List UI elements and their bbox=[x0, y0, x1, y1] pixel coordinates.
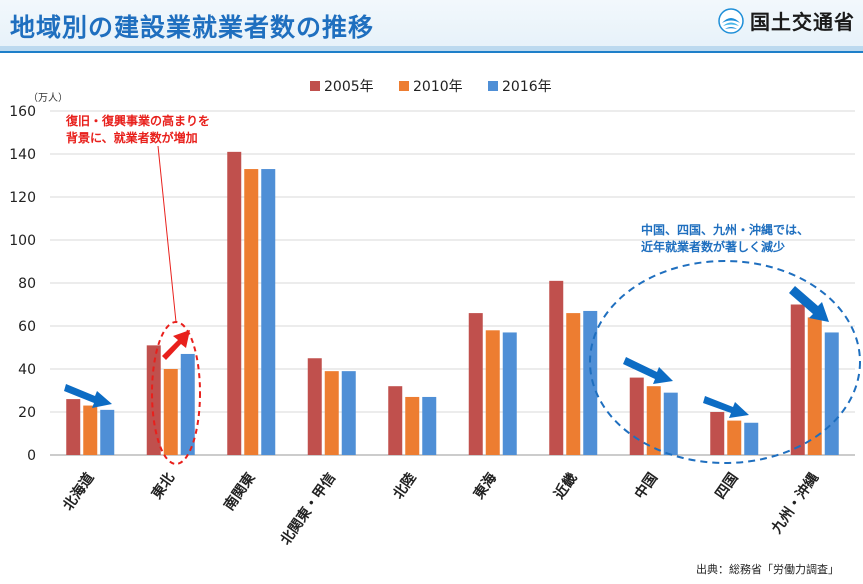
y-tick-label: 140 bbox=[9, 147, 36, 163]
bar bbox=[790, 304, 805, 455]
tohoku-annotation-line1: 復旧・復興事業の高まりを bbox=[65, 113, 210, 128]
bar bbox=[629, 377, 644, 455]
title-rule bbox=[0, 46, 863, 51]
x-tick-label: 九州・沖縄 bbox=[767, 470, 822, 538]
y-tick-label: 40 bbox=[18, 362, 36, 378]
x-tick-label: 東海 bbox=[470, 470, 500, 503]
legend-swatch bbox=[399, 81, 409, 91]
x-tick-label: 北関東・甲信 bbox=[277, 470, 339, 549]
legend-label: 2016年 bbox=[502, 79, 552, 95]
bar bbox=[388, 386, 403, 455]
bar bbox=[146, 345, 161, 455]
bar-chart-svg: 0 20 40 60 80 100 120 140 160 北海道 東北 南関東 北関東・甲信 北陸 東海 近… bbox=[9, 79, 861, 549]
bar bbox=[100, 409, 115, 455]
y-tick-label: 60 bbox=[18, 319, 36, 335]
bar bbox=[549, 280, 564, 455]
bar bbox=[422, 396, 437, 455]
ministry-logo: 国土交通省 bbox=[718, 6, 855, 35]
title-bar bbox=[0, 0, 863, 52]
x-tick-label: 北海道 bbox=[60, 470, 98, 514]
bar bbox=[180, 353, 195, 455]
bar bbox=[502, 332, 517, 455]
bar bbox=[66, 399, 81, 455]
legend-label: 2010年 bbox=[413, 79, 463, 95]
legend: 2005年 2010年 2016年 bbox=[310, 79, 552, 95]
x-tick-label: 北陸 bbox=[390, 470, 420, 503]
bar-layer bbox=[66, 151, 839, 456]
x-tick-label: 近畿 bbox=[551, 470, 581, 503]
kyushu-down-arrow-icon bbox=[789, 286, 829, 322]
bar bbox=[307, 358, 322, 455]
shikoku-down-arrow-icon bbox=[703, 396, 749, 418]
bar bbox=[824, 332, 839, 455]
bar bbox=[405, 396, 420, 455]
y-tick-label: 100 bbox=[9, 233, 36, 249]
x-tick-label: 南関東 bbox=[221, 470, 259, 514]
tohoku-annotation-line2: 背景に、就業者数が増加 bbox=[66, 130, 198, 145]
title-underline bbox=[0, 51, 863, 53]
y-tick-label: 80 bbox=[18, 276, 36, 292]
legend-label: 2005年 bbox=[324, 79, 374, 95]
source-note: 出典：総務省「労働力調査」 bbox=[696, 563, 839, 576]
legend-swatch bbox=[310, 81, 320, 91]
y-unit-label: （万人） bbox=[28, 92, 68, 104]
tohoku-up-arrow-icon bbox=[162, 330, 190, 360]
x-tick-label: 東北 bbox=[148, 470, 178, 503]
bar bbox=[324, 371, 339, 455]
page-title: 地域別の建設業就業者数の推移 bbox=[10, 13, 375, 42]
bar bbox=[83, 405, 98, 455]
x-tick-label: 四国 bbox=[712, 470, 741, 502]
bar bbox=[566, 313, 581, 455]
bar bbox=[485, 330, 500, 455]
bar bbox=[468, 313, 483, 455]
hokkaido-down-arrow-icon bbox=[64, 384, 112, 408]
tohoku-pointer-line bbox=[157, 145, 177, 323]
y-tick-label: 160 bbox=[9, 104, 36, 120]
bar bbox=[646, 386, 661, 455]
bar bbox=[663, 392, 678, 455]
bar bbox=[261, 169, 276, 456]
y-tick-label: 0 bbox=[27, 448, 36, 464]
bar bbox=[710, 412, 725, 455]
legend-swatch bbox=[488, 81, 498, 91]
bar bbox=[744, 422, 759, 455]
chart: 0 20 40 60 80 100 120 140 160 北海道 東北 南関東 北関東・甲信 北陸 東海 近… bbox=[0, 60, 863, 564]
bar bbox=[727, 420, 742, 455]
bar bbox=[244, 169, 259, 456]
bar bbox=[163, 369, 178, 455]
logo-text: 国土交通省 bbox=[750, 10, 855, 34]
bar bbox=[807, 317, 822, 455]
bar bbox=[341, 371, 356, 455]
west-annotation-line1: 中国、四国、九州・沖縄では、 bbox=[641, 222, 809, 237]
y-tick-label: 120 bbox=[9, 190, 36, 206]
y-tick-label: 20 bbox=[18, 405, 36, 421]
bar bbox=[227, 151, 242, 455]
west-highlight-ellipse bbox=[589, 260, 861, 464]
tohoku-highlight-ellipse bbox=[151, 321, 201, 465]
x-tick-label: 中国 bbox=[631, 470, 661, 503]
chugoku-down-arrow-icon bbox=[623, 357, 673, 384]
bar bbox=[583, 310, 598, 455]
west-annotation-line2: 近年就業者数が著しく減少 bbox=[641, 239, 785, 254]
ministry-emblem-icon bbox=[718, 7, 744, 34]
